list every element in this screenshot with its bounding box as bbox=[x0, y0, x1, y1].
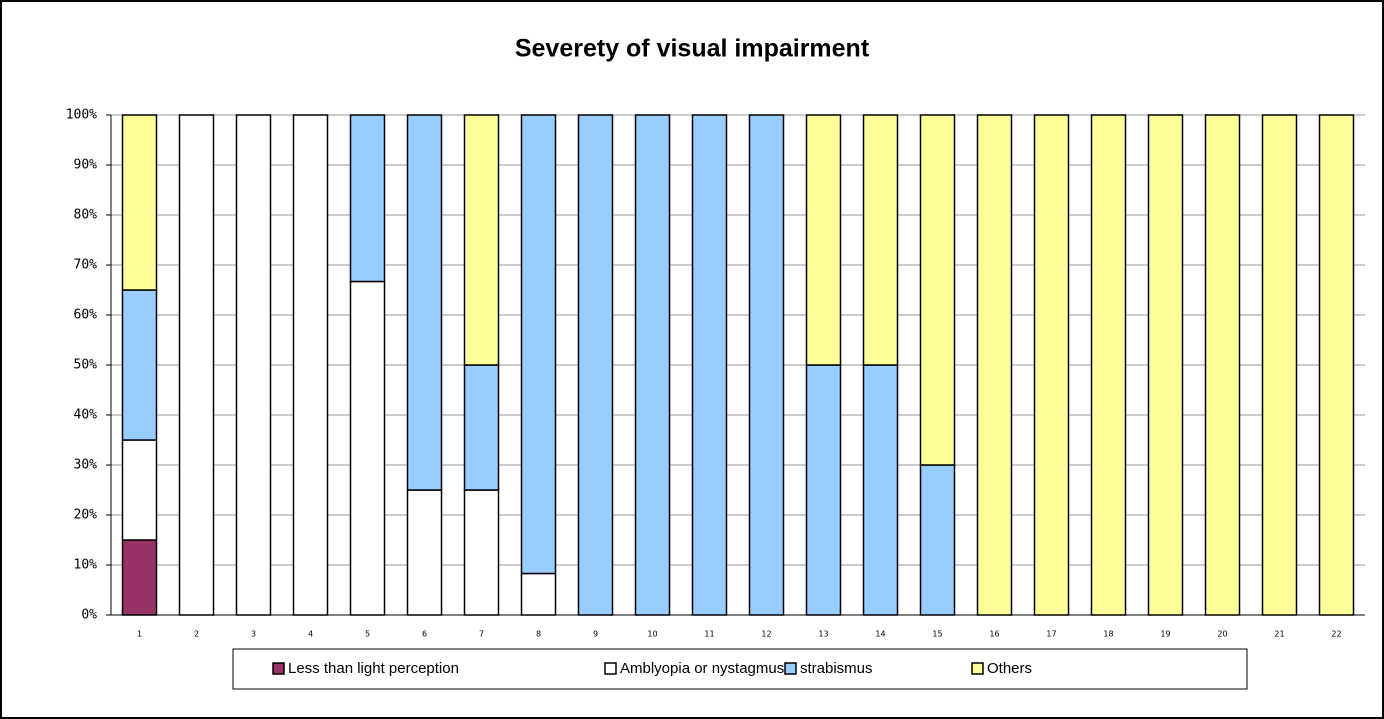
x-tick-label: 9 bbox=[593, 630, 598, 639]
y-tick-label: 60% bbox=[74, 308, 98, 323]
legend-swatch bbox=[272, 662, 285, 675]
x-tick-label: 18 bbox=[1103, 630, 1113, 639]
x-tick-label: 4 bbox=[308, 630, 313, 639]
bar-segment bbox=[577, 114, 614, 616]
bar-segment bbox=[1090, 114, 1127, 616]
bar-segment bbox=[121, 289, 158, 441]
y-tick-label: 30% bbox=[74, 458, 98, 473]
legend-label: Others bbox=[987, 660, 1032, 677]
bar-segment bbox=[805, 114, 842, 366]
bar-segment bbox=[634, 114, 671, 616]
x-tick-label: 7 bbox=[479, 630, 484, 639]
bar-segment bbox=[235, 114, 272, 616]
y-tick-label: 50% bbox=[74, 358, 98, 373]
x-tick-label: 16 bbox=[989, 630, 999, 639]
x-tick-label: 2 bbox=[194, 630, 199, 639]
bar-segment bbox=[919, 114, 956, 466]
legend-label: strabismus bbox=[800, 660, 873, 677]
legend-swatch bbox=[604, 662, 617, 675]
bar-segment bbox=[1318, 114, 1355, 616]
legend-label: Less than light perception bbox=[288, 660, 459, 677]
bar-segment bbox=[520, 114, 557, 575]
x-tick-label: 22 bbox=[1331, 630, 1341, 639]
bar-segment bbox=[121, 539, 158, 616]
y-tick-label: 100% bbox=[66, 108, 97, 123]
bar-segment bbox=[463, 489, 500, 616]
bar-segment bbox=[1147, 114, 1184, 616]
x-tick-label: 21 bbox=[1274, 630, 1284, 639]
x-tick-label: 17 bbox=[1046, 630, 1056, 639]
x-tick-label: 8 bbox=[536, 630, 541, 639]
y-tick-label: 20% bbox=[74, 508, 98, 523]
y-tick-label: 70% bbox=[74, 258, 98, 273]
bar-segment bbox=[862, 114, 899, 366]
bar-segment bbox=[1033, 114, 1070, 616]
bar-segment bbox=[406, 489, 443, 616]
bar-segment bbox=[748, 114, 785, 616]
y-tick-label: 10% bbox=[74, 558, 98, 573]
bar-segment bbox=[178, 114, 215, 616]
bar-segment bbox=[1261, 114, 1298, 616]
x-tick-label: 19 bbox=[1160, 630, 1170, 639]
bar-segment bbox=[463, 114, 500, 366]
chart-title: Severety of visual impairment bbox=[515, 35, 870, 63]
bar-segment bbox=[919, 464, 956, 616]
bar-segment bbox=[805, 364, 842, 616]
bar-segment bbox=[1204, 114, 1241, 616]
legend-swatch bbox=[784, 662, 797, 675]
x-tick-label: 3 bbox=[251, 630, 256, 639]
x-tick-label: 10 bbox=[647, 630, 657, 639]
legend-swatch bbox=[971, 662, 984, 675]
bar-segment bbox=[121, 439, 158, 541]
bar-segment bbox=[349, 280, 386, 616]
y-tick-label: 90% bbox=[74, 158, 98, 173]
legend-label: Amblyopia or nystagmus bbox=[620, 660, 784, 677]
x-tick-label: 11 bbox=[704, 630, 714, 639]
y-tick-label: 0% bbox=[81, 608, 97, 623]
x-tick-label: 6 bbox=[422, 630, 427, 639]
bar-segment bbox=[292, 114, 329, 616]
bar-segment bbox=[691, 114, 728, 616]
bar-segment bbox=[862, 364, 899, 616]
bar-segment bbox=[976, 114, 1013, 616]
x-tick-label: 12 bbox=[761, 630, 771, 639]
x-tick-label: 20 bbox=[1217, 630, 1227, 639]
x-tick-label: 1 bbox=[137, 630, 142, 639]
x-tick-label: 14 bbox=[875, 630, 885, 639]
bar-segment bbox=[520, 572, 557, 616]
bar-segment bbox=[349, 114, 386, 283]
bar-segment bbox=[121, 114, 158, 291]
y-tick-label: 40% bbox=[74, 408, 98, 423]
y-tick-label: 80% bbox=[74, 208, 98, 223]
bar-segment bbox=[406, 114, 443, 491]
x-tick-label: 13 bbox=[818, 630, 828, 639]
bar-segment bbox=[463, 364, 500, 491]
x-tick-label: 5 bbox=[365, 630, 370, 639]
legend-box bbox=[232, 648, 1248, 690]
x-tick-label: 15 bbox=[932, 630, 942, 639]
